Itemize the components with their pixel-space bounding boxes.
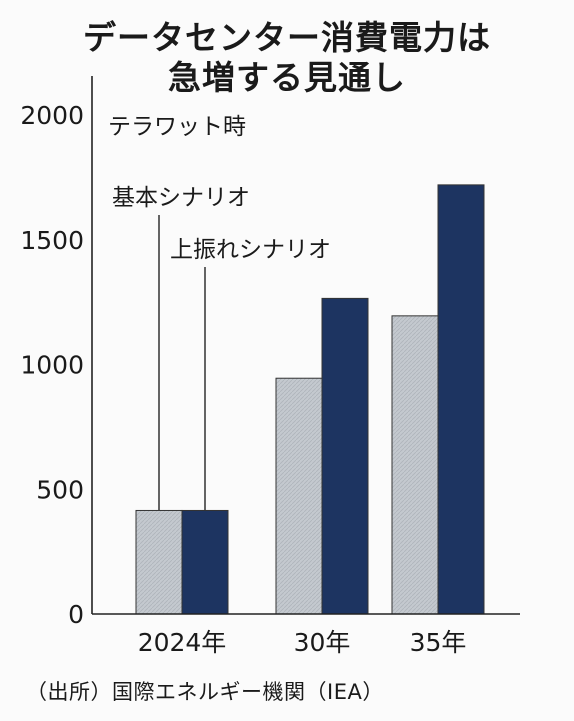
bar-base-0 [135,509,183,615]
y-tick-label: 0 [68,600,84,629]
legend-label: 基本シナリオ [112,185,250,211]
x-axis-labels: 2024年 30年 35年 [138,628,467,657]
x-tick-label: 2024年 [138,628,227,657]
chart-title: データセンター消費電力は 急増する見通し [0,18,574,98]
y-tick-label: 1500 [20,226,84,255]
x-tick-label: 35年 [410,628,467,657]
axes [91,76,520,615]
bar-base-1 [275,377,323,615]
legend-label: 上振れシナリオ [170,237,331,263]
source-note: （出所）国際エネルギー機関（IEA） [26,680,384,704]
chart-title-line-2: 急増する見通し [168,58,406,97]
bar-base-2 [391,315,439,615]
bars-group [135,184,485,615]
bar-upside-0 [181,509,229,615]
y-tick-label: 1000 [20,351,84,380]
bar-upside-2 [437,184,485,615]
y-axis-unit-label: テラワット時 [108,114,246,140]
y-tick-label: 500 [36,475,84,504]
chart-title-line-1: データセンター消費電力は [83,18,491,57]
y-axis-ticks: 0 500 1000 1500 2000 [20,101,84,629]
y-tick-label: 2000 [20,101,84,130]
x-tick-label: 30年 [294,628,351,657]
bar-upside-1 [321,297,369,615]
